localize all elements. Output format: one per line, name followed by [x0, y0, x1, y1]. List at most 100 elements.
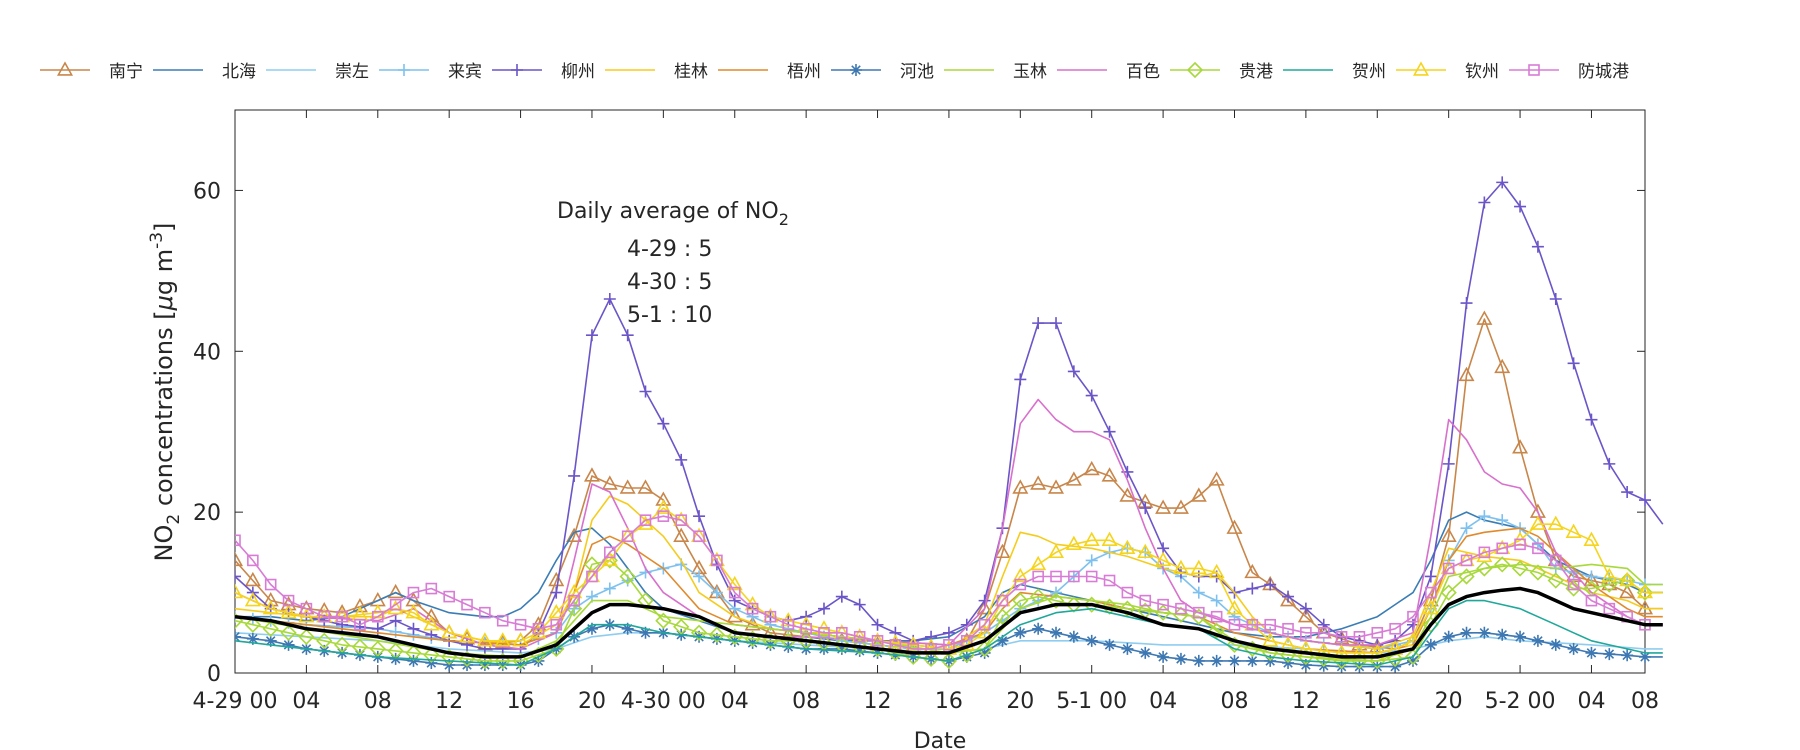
- data-point: [637, 479, 654, 494]
- data-point: [1246, 618, 1259, 631]
- y-tick-label: 60: [193, 179, 221, 204]
- data-point: [478, 658, 491, 671]
- data-point: [1226, 600, 1243, 615]
- data-point: [942, 626, 955, 639]
- data-point: [1155, 499, 1172, 514]
- data-point: [568, 469, 581, 482]
- data-point: [1529, 515, 1546, 530]
- data-point: [1442, 630, 1455, 643]
- data-point: [479, 606, 491, 619]
- data-point: [764, 610, 777, 623]
- data-point: [1208, 563, 1225, 579]
- data-point: [1585, 646, 1598, 659]
- data-point: [1478, 510, 1491, 523]
- data-point: [817, 602, 830, 615]
- data-point: [996, 634, 1009, 647]
- data-point: [1067, 630, 1080, 643]
- data-point: [1119, 539, 1136, 555]
- data-point: [690, 624, 708, 641]
- data-point: [1065, 596, 1082, 613]
- data-point: [1190, 487, 1207, 502]
- data-point: [1422, 600, 1439, 615]
- legend-item: 梧州: [718, 62, 821, 82]
- data-point: [1030, 588, 1047, 605]
- data-point: [639, 385, 652, 398]
- legend-label: 贺州: [1352, 62, 1386, 82]
- legend-item: 百色: [1057, 62, 1160, 82]
- data-point: [1155, 551, 1172, 567]
- data-point: [1424, 570, 1437, 583]
- data-point: [871, 618, 884, 631]
- data-point: [1119, 487, 1136, 502]
- legend-item: 贺州: [1283, 62, 1386, 82]
- x-tick-label: 12: [435, 689, 463, 714]
- data-point: [1353, 631, 1366, 643]
- data-point: [1496, 514, 1509, 527]
- data-point: [511, 64, 523, 76]
- data-point: [351, 598, 368, 613]
- data-point: [1317, 626, 1330, 639]
- data-point: [833, 636, 850, 653]
- data-point: [1412, 61, 1430, 76]
- data-point: [441, 624, 458, 639]
- data-point: [728, 594, 741, 607]
- data-point: [1460, 554, 1473, 567]
- data-point: [1528, 64, 1540, 76]
- data-point: [1549, 554, 1562, 567]
- data-point: [1121, 642, 1134, 655]
- data-point: [1603, 602, 1616, 615]
- legend: 南宁 北海 崇左 来宾 柳州 桂林 梧州 河池 玉林 百色 贵港 贺州 钦州 防城港: [40, 61, 1629, 82]
- x-tick-label: 08: [792, 689, 820, 714]
- series-line: [235, 599, 1663, 666]
- data-point: [1030, 555, 1047, 571]
- data-point: [800, 622, 812, 635]
- x-tick-label: 04: [721, 689, 749, 714]
- data-point: [673, 618, 690, 635]
- data-point: [1585, 413, 1598, 426]
- x-tick-label: 5-2 00: [1485, 689, 1556, 714]
- data-point: [1172, 559, 1189, 575]
- data-point: [1549, 293, 1562, 306]
- data-point: [675, 514, 688, 526]
- legend-label: 柳州: [561, 62, 595, 82]
- annotation-line: 4-30 : 5: [627, 270, 712, 295]
- data-point: [262, 620, 279, 637]
- x-tick-label: 08: [364, 689, 392, 714]
- series-average: [235, 586, 1663, 659]
- data-point: [1174, 652, 1187, 665]
- data-point: [496, 614, 509, 627]
- data-point: [244, 616, 261, 633]
- data-point: [655, 491, 672, 506]
- legend-item: 柳州: [492, 62, 595, 82]
- data-point: [583, 467, 600, 482]
- data-point: [264, 578, 277, 591]
- data-point: [1496, 542, 1509, 555]
- data-point: [1139, 646, 1152, 659]
- legend-item: 北海: [153, 62, 256, 82]
- y-tick-label: 20: [193, 501, 221, 526]
- data-point: [494, 632, 511, 647]
- data-point: [1050, 626, 1063, 639]
- series-line: [235, 586, 1663, 659]
- data-point: [1264, 618, 1276, 631]
- data-point: [601, 551, 618, 567]
- data-point: [235, 534, 241, 547]
- data-point: [1139, 502, 1152, 515]
- data-point: [443, 590, 455, 603]
- data-point: [298, 628, 315, 645]
- data-point: [1549, 638, 1562, 651]
- series-line: [235, 507, 1663, 654]
- data-point: [389, 598, 402, 611]
- data-point: [1460, 297, 1473, 310]
- data-point: [708, 626, 726, 643]
- data-point: [1639, 650, 1651, 663]
- data-point: [1012, 567, 1029, 583]
- data-point: [1157, 650, 1170, 663]
- series-柳州: [235, 176, 1664, 655]
- data-point: [1494, 556, 1511, 573]
- data-point: [1121, 586, 1134, 599]
- data-point: [1030, 475, 1047, 490]
- data-point: [1442, 457, 1455, 470]
- data-point: [407, 586, 420, 599]
